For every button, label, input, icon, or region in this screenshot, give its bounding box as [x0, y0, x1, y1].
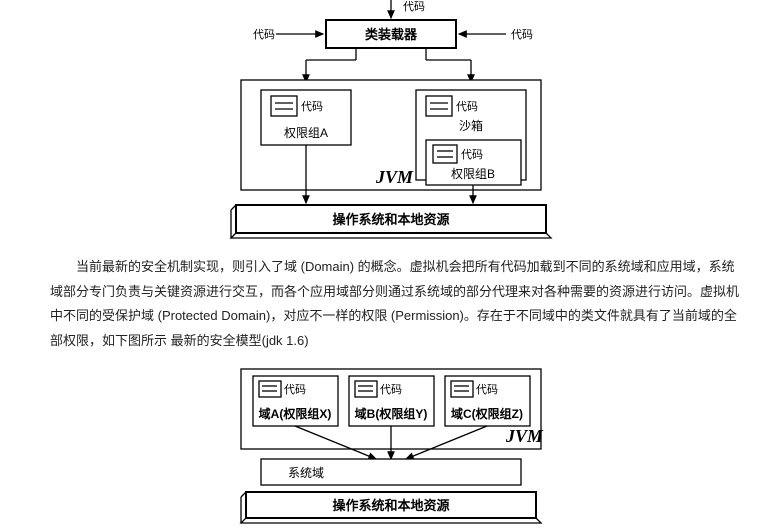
- os-label-2: 操作系统和本地资源: [332, 498, 449, 513]
- code-label-left: 代码: [253, 28, 275, 41]
- diagram-jvm-domains: JVM 代码 域A(权限组X) 代码 域B(权限组Y) 代码 域C(权限组Z) …: [10, 364, 771, 529]
- code-label-right: 代码: [511, 28, 533, 41]
- permA-code: 代码: [301, 100, 323, 113]
- domainB-code: 代码: [380, 383, 402, 396]
- permB-code: 代码: [461, 148, 483, 161]
- domainA-code: 代码: [284, 383, 306, 396]
- body-paragraph-text: 当前最新的安全机制实现，则引入了域 (Domain) 的概念。虚拟机会把所有代码…: [50, 259, 739, 348]
- domainC-code: 代码: [476, 383, 498, 396]
- domainB-label: 域B(权限组Y): [354, 406, 427, 421]
- sandbox-label: 沙箱: [458, 118, 482, 133]
- jvm-label-2: JVM: [505, 426, 544, 446]
- os-label: 操作系统和本地资源: [332, 212, 449, 227]
- permB-label: 权限组B: [450, 167, 494, 181]
- classloader-label: 类装载器: [364, 27, 417, 42]
- jvm-label: JVM: [375, 167, 414, 187]
- permA-label: 权限组A: [283, 126, 327, 140]
- domainA-label: 域A(权限组X): [258, 406, 331, 421]
- diagram-jvm-sandbox: 代码 类装载器 代码 代码 JVM 代码 权限组A 代码 沙箱 代码 权限组B …: [10, 0, 771, 245]
- domainC-label: 域C(权限组Z): [451, 406, 523, 421]
- diagram1-svg: 代码 类装载器 代码 代码 JVM 代码 权限组A 代码 沙箱 代码 权限组B …: [181, 0, 601, 240]
- body-paragraph: 当前最新的安全机制实现，则引入了域 (Domain) 的概念。虚拟机会把所有代码…: [50, 255, 741, 354]
- sysdomain-label: 系统域: [287, 466, 323, 480]
- sandbox-code: 代码: [456, 100, 478, 113]
- code-label-top: 代码: [403, 0, 425, 13]
